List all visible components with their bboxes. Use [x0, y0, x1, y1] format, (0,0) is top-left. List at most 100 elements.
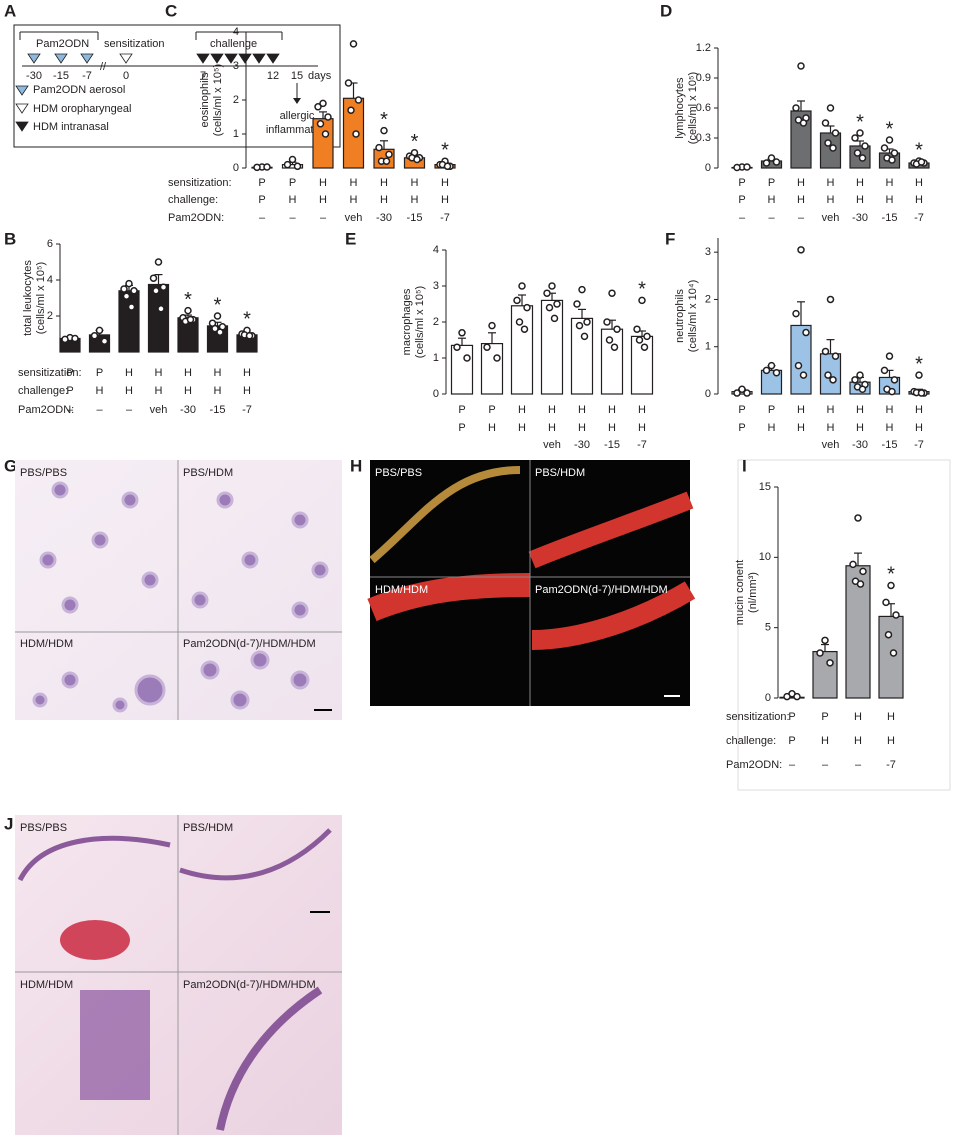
image-label: Pam2ODN(d-7)/HDM/HDM — [535, 584, 668, 596]
category-label: H — [125, 385, 133, 397]
data-point — [513, 296, 521, 305]
category-label: H — [915, 404, 923, 416]
category-label: H — [638, 404, 646, 416]
y-tick-label: 0 — [433, 388, 439, 400]
data-point — [548, 282, 556, 290]
micrograph-panel: J PBS/PBS PBS/HDM HDM/HDM Pam2ODN(d-7)/H… — [4, 814, 342, 1135]
tissue — [80, 990, 150, 1100]
data-point — [885, 136, 894, 144]
data-point — [821, 119, 830, 127]
significance-marker: * — [214, 294, 222, 316]
data-point — [638, 296, 646, 305]
category-label: H — [827, 422, 835, 434]
category-label: H — [319, 194, 327, 206]
data-point — [824, 139, 832, 147]
category-label: H — [915, 194, 923, 206]
category-label: H — [243, 385, 251, 397]
data-point — [633, 325, 641, 333]
y-tick-label: 1.2 — [696, 42, 711, 54]
data-point — [880, 366, 889, 375]
y-tick-label: 2 — [233, 94, 239, 106]
row-label: Pam2ODN: — [726, 759, 782, 771]
data-point — [635, 336, 644, 344]
legend-label: HDM intranasal — [33, 121, 109, 133]
row-label: sensitization: — [168, 177, 232, 189]
legend-label: HDM oropharyngeal — [33, 103, 131, 115]
data-point — [253, 163, 261, 172]
category-label: – — [789, 759, 796, 771]
bar — [450, 344, 474, 395]
category-label: H — [821, 735, 829, 747]
category-label: – — [259, 212, 266, 224]
category-label: H — [638, 422, 646, 434]
category-label: H — [518, 404, 526, 416]
arrow-head — [293, 98, 301, 104]
data-point — [120, 285, 128, 293]
y-tick-label: 0.3 — [696, 132, 711, 144]
category-label: H — [797, 194, 805, 206]
y-tick-label: 4 — [433, 244, 439, 256]
data-point — [122, 292, 131, 300]
data-point — [859, 567, 867, 576]
category-label: P — [66, 385, 73, 397]
category-label: veh — [822, 212, 840, 224]
y-tick-label: 5 — [765, 622, 771, 634]
category-label: H — [797, 422, 805, 434]
data-point — [515, 318, 524, 326]
tissue — [528, 491, 694, 569]
y-tick-label: 6 — [47, 238, 53, 250]
category-label: -30 — [180, 404, 196, 416]
y-axis-label: neutrophils — [674, 289, 686, 343]
day: 7 — [200, 70, 206, 82]
data-point — [283, 160, 292, 169]
category-label: H — [854, 735, 862, 747]
day: -7 — [82, 70, 92, 82]
data-point — [861, 142, 869, 150]
panel-letter: D — [660, 1, 672, 20]
data-point — [321, 130, 330, 138]
image-label: PBS/HDM — [535, 467, 585, 479]
data-point — [216, 328, 224, 336]
category-label: H — [441, 194, 449, 206]
data-point — [888, 387, 896, 396]
data-point — [882, 598, 890, 607]
data-point — [793, 692, 801, 701]
data-point — [797, 62, 805, 70]
data-point — [738, 385, 746, 394]
data-point — [61, 335, 69, 344]
y-tick-label: 1 — [433, 352, 439, 364]
data-point — [851, 376, 859, 384]
image-label: HDM/HDM — [375, 584, 428, 596]
data-point — [580, 332, 589, 341]
category-label: H — [488, 422, 496, 434]
tissue — [216, 986, 323, 1131]
data-point — [797, 246, 805, 254]
tissue — [531, 581, 696, 650]
y-axis-label: total leukocytes — [22, 260, 34, 336]
category-label: – — [126, 404, 133, 416]
row-label: challenge: — [726, 735, 776, 747]
category-label: P — [458, 422, 465, 434]
data-point — [853, 149, 862, 157]
data-point — [772, 368, 781, 377]
data-point — [245, 332, 254, 340]
data-point — [288, 155, 297, 164]
data-point — [324, 113, 332, 121]
category-label: H — [856, 422, 864, 434]
category-label: -7 — [914, 212, 924, 224]
category-label: P — [289, 177, 296, 189]
image-label: PBS/PBS — [20, 467, 67, 479]
data-point — [493, 354, 501, 362]
y-tick-label: 4 — [47, 274, 53, 286]
panel-letter: F — [665, 229, 675, 248]
data-point — [880, 144, 889, 152]
y-axis-label: eosinophils — [199, 72, 211, 128]
y-axis-label: (cells/ml x 10⁵) — [212, 64, 224, 136]
data-point — [831, 352, 840, 360]
data-point — [130, 287, 138, 295]
data-point — [767, 361, 776, 370]
data-point — [375, 143, 383, 152]
data-point — [856, 580, 865, 588]
y-tick-label: 3 — [705, 246, 711, 258]
bar — [118, 290, 140, 353]
